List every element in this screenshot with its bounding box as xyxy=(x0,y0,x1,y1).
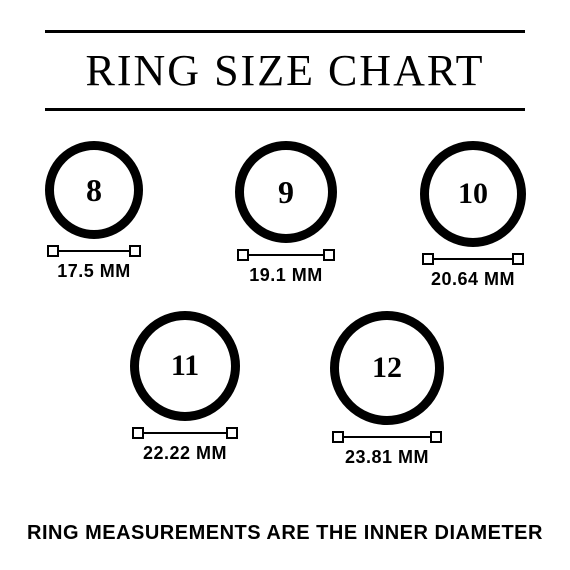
ring-item-10: 10 20.64 MM xyxy=(420,141,526,290)
measure-endcap-icon xyxy=(512,253,524,265)
rings-container: 8 17.5 MM 9 19.1 MM 10 20.64 MM 11 22.22 MM 12 23… xyxy=(0,141,570,481)
measure-endcap-icon xyxy=(323,249,335,261)
ring-item-8: 8 17.5 MM xyxy=(45,141,143,282)
ring-size-number: 9 xyxy=(278,174,294,211)
chart-footer: RING MEASUREMENTS ARE THE INNER DIAMETER xyxy=(0,522,570,545)
diameter-label: 20.64 MM xyxy=(431,269,515,290)
measure-endcap-icon xyxy=(226,427,238,439)
measure-endcap-icon xyxy=(237,249,249,261)
measure-line xyxy=(344,436,430,438)
ring-size-number: 12 xyxy=(372,351,402,385)
ring-size-number: 11 xyxy=(171,349,199,383)
ring-circle: 9 xyxy=(235,141,337,243)
ring-circle: 10 xyxy=(420,141,526,247)
ring-item-12: 12 23.81 MM xyxy=(330,311,444,468)
measure-line xyxy=(249,254,323,256)
header-rule-top xyxy=(45,30,525,33)
measure-endcap-icon xyxy=(132,427,144,439)
ring-item-9: 9 19.1 MM xyxy=(235,141,337,286)
measure-line xyxy=(59,250,129,252)
measure-endcap-icon xyxy=(332,431,344,443)
diameter-bar xyxy=(47,245,141,257)
ring-circle: 11 xyxy=(130,311,240,421)
ring-size-number: 8 xyxy=(86,172,102,209)
measure-endcap-icon xyxy=(129,245,141,257)
footer-text: RING MEASUREMENTS ARE THE INNER DIAMETER xyxy=(0,522,570,545)
diameter-label: 22.22 MM xyxy=(143,443,227,464)
ring-size-number: 10 xyxy=(458,177,488,211)
diameter-bar xyxy=(422,253,524,265)
ring-circle: 12 xyxy=(330,311,444,425)
ring-circle: 8 xyxy=(45,141,143,239)
measure-line xyxy=(434,258,512,260)
ring-item-11: 11 22.22 MM xyxy=(130,311,240,464)
diameter-label: 19.1 MM xyxy=(249,265,323,286)
diameter-bar xyxy=(332,431,442,443)
chart-title: RING SIZE CHART xyxy=(0,45,570,96)
diameter-bar xyxy=(237,249,335,261)
measure-endcap-icon xyxy=(430,431,442,443)
diameter-label: 17.5 MM xyxy=(57,261,131,282)
diameter-label: 23.81 MM xyxy=(345,447,429,468)
measure-endcap-icon xyxy=(47,245,59,257)
measure-line xyxy=(144,432,226,434)
diameter-bar xyxy=(132,427,238,439)
measure-endcap-icon xyxy=(422,253,434,265)
header-rule-bottom xyxy=(45,108,525,111)
chart-header: RING SIZE CHART xyxy=(0,0,570,111)
